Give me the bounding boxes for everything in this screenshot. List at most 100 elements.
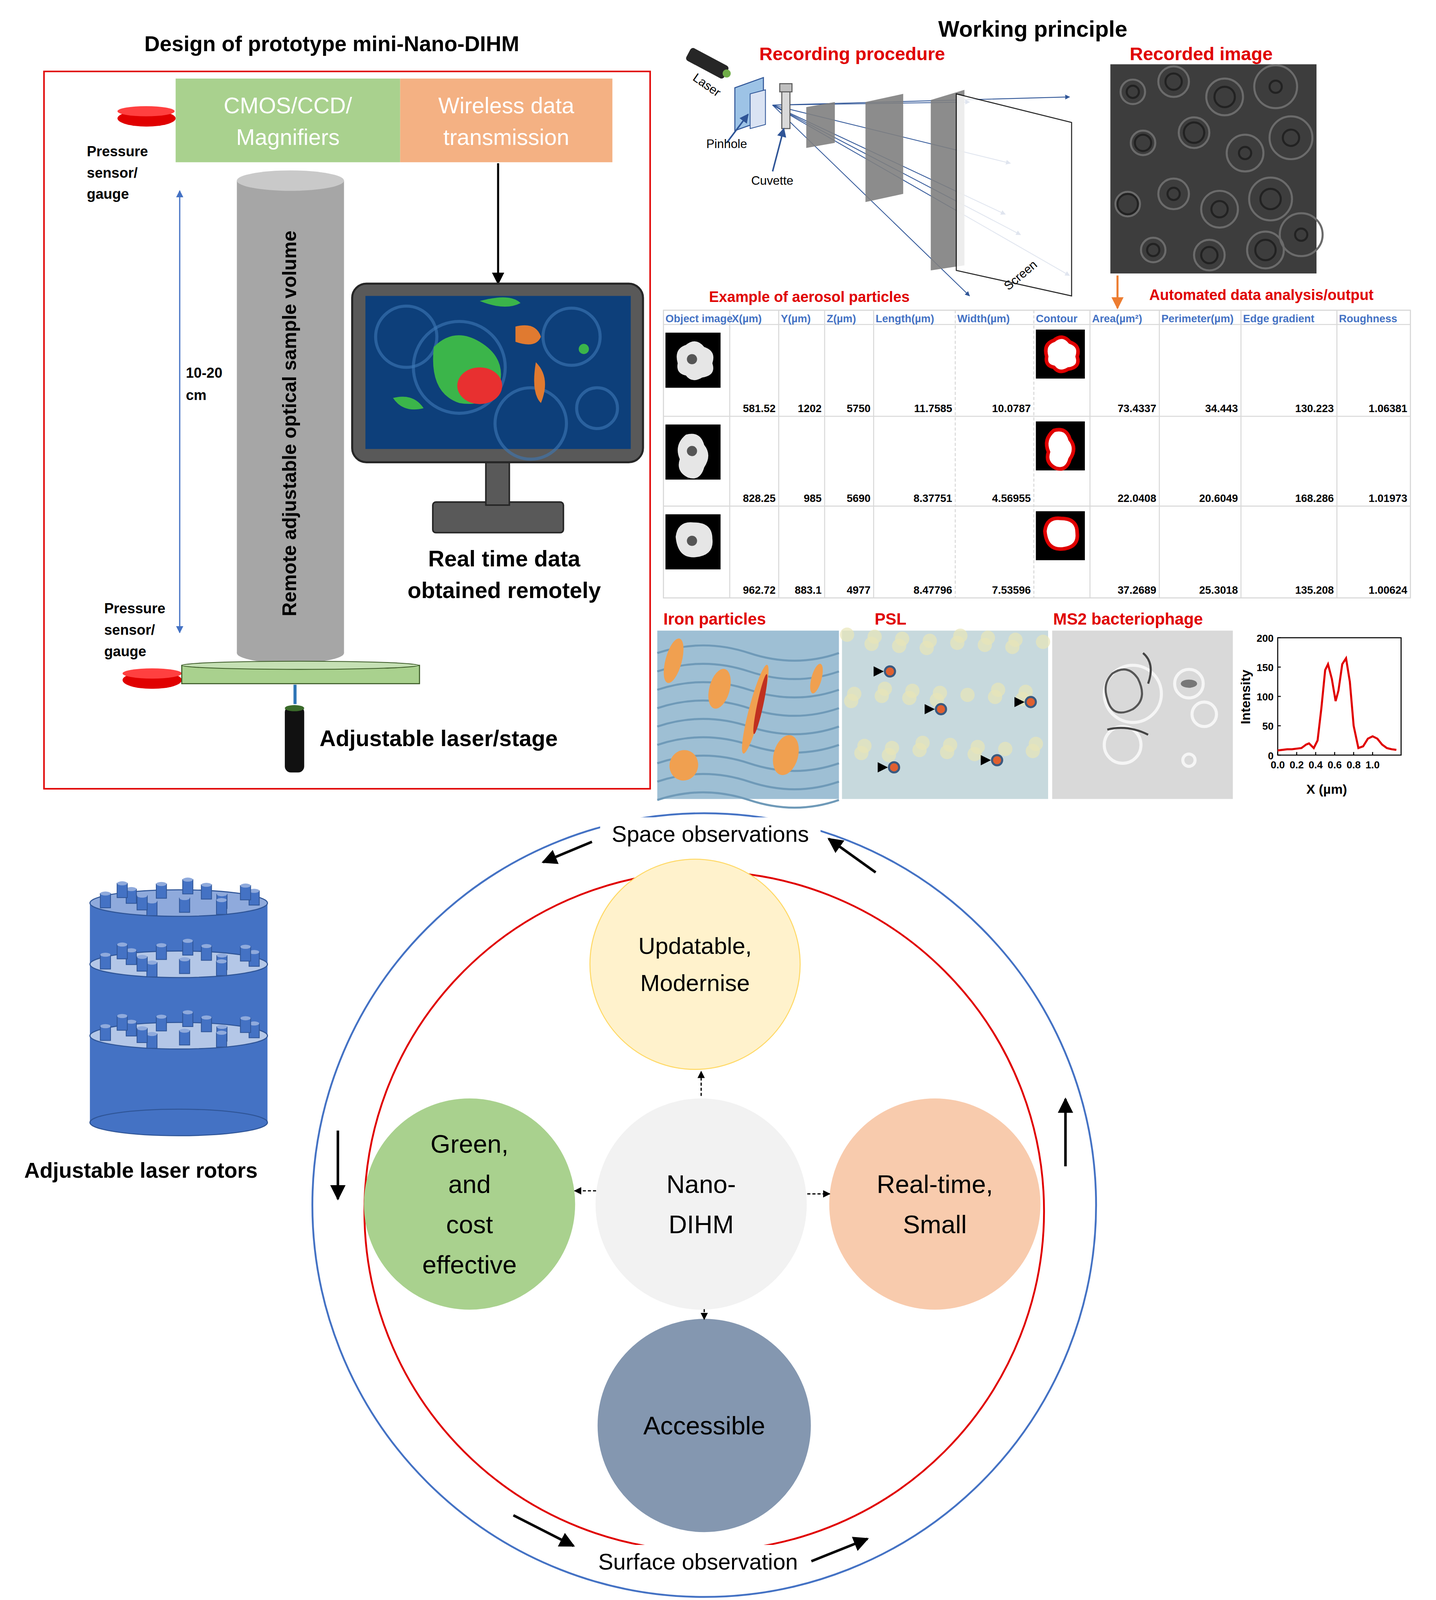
table-grid [662,310,665,599]
rotor-laser [100,1024,111,1029]
object-image [665,332,721,388]
contour-image [1035,511,1085,561]
table-header: Perimeter(µm) [1161,312,1234,325]
rotor-laser [156,943,167,948]
label: Small [902,1210,967,1239]
concept-node [829,1098,1040,1310]
fringe [375,306,438,368]
table-header: X(µm) [731,312,762,325]
table-cell: 20.6049 [1199,492,1238,505]
table-grid [663,415,1411,417]
rotor-laser [216,1032,227,1048]
table-cell: 828.25 [743,492,776,505]
rotor-laser [179,1030,190,1046]
particle [1143,653,1151,684]
rotor-laser [182,1010,193,1015]
fringe [1120,79,1146,105]
rotor-laser [156,882,167,886]
table-header: Roughness [1339,312,1398,325]
label: Cuvette [751,173,794,188]
rotor-laser [240,1018,251,1033]
particle [704,666,735,711]
rotor-body [89,903,268,1123]
fringe [1206,78,1244,116]
fringe [1279,213,1323,257]
arrow [496,163,499,284]
rotor-laser [117,1016,128,1031]
tick [1277,696,1281,698]
fringe [1226,134,1264,172]
rotor-laser [117,942,128,947]
rotor-laser [117,944,128,960]
label: Screen [1001,257,1040,293]
table-header: Width(µm) [957,312,1010,325]
table-cell: 4.56955 [992,492,1031,505]
plot-frame [1277,637,1402,756]
flow-arrow [1064,1098,1067,1167]
noise [844,693,859,709]
rotor-laser [201,944,212,949]
tick-label: 0.8 [1346,759,1361,771]
iron-image [657,630,840,799]
rotor-laser [100,893,111,908]
rotor-laser [240,1016,251,1020]
rotor-laser [240,885,251,901]
fringe [1104,665,1162,723]
table-grid [1336,310,1338,599]
table-cell: 4977 [846,584,871,597]
rotor-laser [182,877,193,882]
intensity-line [1277,658,1397,751]
object-image [676,341,714,381]
hologram [1110,64,1317,274]
ms2-image [1052,630,1233,799]
fringe [1130,130,1156,156]
rotor-laser [201,946,212,961]
label: Adjustable laser rotors [24,1158,258,1183]
fringe [1165,73,1182,90]
label: MS2 bacteriophage [1053,609,1203,629]
table-frame [663,310,1411,599]
noise [839,627,855,643]
fringe [1104,726,1142,764]
rotor-laser [216,959,227,964]
rotor-laser [146,962,158,977]
pointer [873,666,884,677]
table-header: Length(µm) [875,312,935,325]
label: 10-20 [185,364,223,381]
rotor-laser [179,898,190,913]
panel-frame [44,71,651,789]
rotor-laser [100,1026,111,1041]
monitor [352,283,643,463]
tick-label: 100 [1256,691,1274,703]
label: Surface observation [598,1549,799,1575]
stage [181,661,419,670]
table-cell: 37.2689 [1117,584,1157,597]
fringe [1246,231,1284,269]
label: Accessible [643,1411,766,1440]
flow-arrow [513,1515,574,1546]
rotor-laser [240,946,251,962]
tick-label: 0.6 [1327,759,1342,771]
label: Example of aerosol particles [709,288,910,306]
pointer [980,755,992,766]
table-cell: 1202 [797,402,822,415]
rotor-laser [137,954,148,959]
noise [1005,639,1020,655]
particle [737,663,774,756]
fringe [1255,239,1276,261]
fringe [1282,129,1300,147]
table-cell: 883.1 [794,584,822,597]
object-image [686,446,697,457]
particle [659,636,688,685]
laser [284,705,305,712]
rotor-laser [156,945,167,960]
dashed-arrow [807,1193,830,1195]
label: gauge [104,643,147,660]
label: cm [185,387,207,404]
table-grid [729,310,731,599]
label: Real time data [428,546,581,572]
table-cell: 8.47796 [913,584,952,597]
table-grid [824,310,826,599]
contour-image [1035,329,1085,379]
rotor-laser [216,900,227,915]
